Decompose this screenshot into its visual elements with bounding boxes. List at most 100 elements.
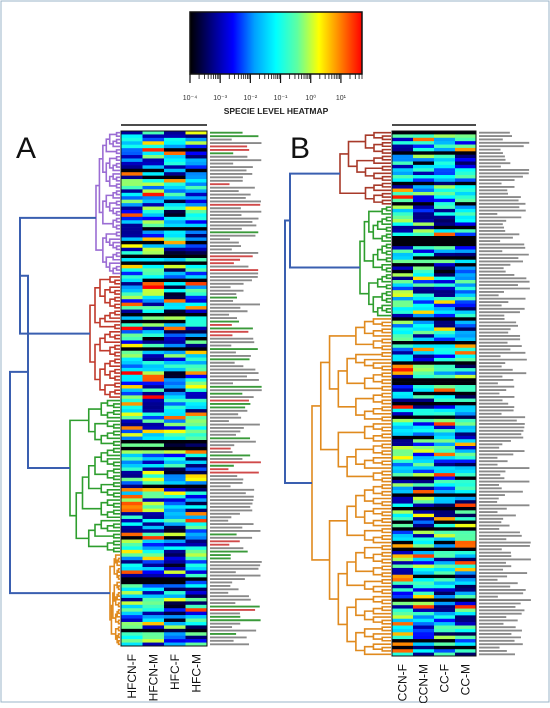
heatmap-cell <box>455 547 477 552</box>
heatmap-cell <box>455 561 477 565</box>
heatmap-cell <box>164 580 186 585</box>
heatmap-cell <box>434 625 456 630</box>
heatmap-cell <box>455 483 477 487</box>
heatmap-cell <box>413 303 435 308</box>
heatmap-cell <box>142 632 165 636</box>
heatmap-cell <box>121 635 143 640</box>
heatmap-cell <box>455 496 477 501</box>
heatmap-cell <box>455 551 477 555</box>
heatmap-cell <box>185 446 208 451</box>
dendrogram-branch <box>116 569 119 579</box>
heatmap-cell <box>142 488 165 492</box>
heatmap-cell <box>121 357 143 362</box>
heatmap-cell <box>392 347 414 352</box>
heatmap-cell <box>121 429 143 434</box>
heatmap-cell <box>392 652 414 657</box>
heatmap-cell <box>142 337 165 341</box>
heatmap-cell <box>413 513 435 518</box>
heatmap-cell <box>455 466 477 471</box>
heatmap-cell <box>434 581 456 586</box>
dendrogram-branch <box>113 558 118 575</box>
heatmap-cell <box>185 185 208 190</box>
heatmap-cell <box>164 361 186 365</box>
heatmap-cell <box>142 271 165 276</box>
heatmap-cell <box>164 639 186 643</box>
heatmap-cell <box>164 402 186 406</box>
heatmap-cell <box>164 357 186 362</box>
heatmap-cell <box>142 618 165 623</box>
heatmap-cell <box>413 171 435 176</box>
heatmap-cell <box>185 165 208 170</box>
heatmap-cell <box>121 632 143 636</box>
heatmap-cell <box>455 368 477 372</box>
heatmap-cell <box>392 198 414 203</box>
heatmap-cell <box>142 302 165 307</box>
heatmap-cell <box>413 618 435 623</box>
heatmap-cell <box>121 278 143 283</box>
heatmap-cell <box>392 378 414 382</box>
heatmap-cell <box>142 244 165 249</box>
heatmap-cell <box>413 595 435 599</box>
dendrogram-branch <box>363 358 391 367</box>
heatmap-cell <box>455 181 477 186</box>
heatmap-cell <box>455 239 477 244</box>
heatmap-cell <box>142 165 165 170</box>
heatmap-cell <box>455 191 477 196</box>
dendrogram-branch <box>116 581 120 589</box>
heatmap-cell <box>455 158 477 162</box>
heatmap-cell <box>434 405 456 410</box>
heatmap-cell <box>121 525 143 530</box>
heatmap-cell <box>185 440 208 444</box>
heatmap-cell <box>121 165 143 170</box>
heatmap-cell <box>121 206 143 211</box>
heatmap-cell <box>142 209 165 214</box>
heatmap-cell <box>413 571 435 576</box>
heatmap-cell <box>434 344 456 349</box>
heatmap-cell <box>185 498 208 503</box>
heatmap-cell <box>434 459 456 464</box>
heatmap-cell <box>142 635 165 640</box>
heatmap-cell <box>392 459 414 464</box>
heatmap-cell <box>185 234 208 238</box>
heatmap-cell <box>121 343 143 348</box>
heatmap-cell <box>185 319 208 324</box>
heatmap-cell <box>164 436 186 441</box>
heatmap-cell <box>185 340 208 345</box>
heatmap-cell <box>434 490 456 494</box>
heatmap-cell <box>455 503 477 508</box>
heatmap-cell <box>413 191 435 196</box>
colorbar-tick-label: 10⁻⁴ <box>183 95 198 102</box>
heatmap-cell <box>142 584 165 588</box>
heatmap-cell <box>121 312 143 317</box>
heatmap-cell <box>164 536 186 540</box>
heatmap-cell <box>164 426 186 430</box>
heatmap-cell <box>413 225 435 230</box>
heatmap-cell <box>434 642 456 647</box>
dendrogram-branch <box>112 164 120 172</box>
heatmap-cell <box>413 242 435 247</box>
heatmap-cell <box>142 285 165 290</box>
dendrogram-branch <box>363 220 374 262</box>
heatmap-cell <box>434 307 456 311</box>
heatmap-cell <box>142 628 165 633</box>
heatmap-cell <box>392 442 414 447</box>
heatmap-cell <box>413 344 435 349</box>
heatmap-cell <box>413 405 435 410</box>
heatmap-cell <box>164 621 186 626</box>
heatmap-cell <box>455 225 477 230</box>
heatmap-cell <box>142 282 165 286</box>
heatmap-cell <box>142 247 165 252</box>
colorbar-gradient <box>189 11 363 75</box>
heatmap-cell <box>392 584 414 589</box>
heatmap-cell <box>434 632 456 636</box>
heatmap-cell <box>142 484 165 489</box>
heatmap-cell <box>413 401 435 406</box>
heatmap-cell <box>434 561 456 565</box>
dendrogram-branch <box>363 510 374 524</box>
heatmap-cell <box>392 137 414 142</box>
heatmap-cell <box>413 557 435 562</box>
heatmap-cell <box>434 215 456 220</box>
heatmap-cell <box>185 632 208 636</box>
heatmap-cell <box>413 578 435 582</box>
heatmap-cell <box>455 388 477 393</box>
